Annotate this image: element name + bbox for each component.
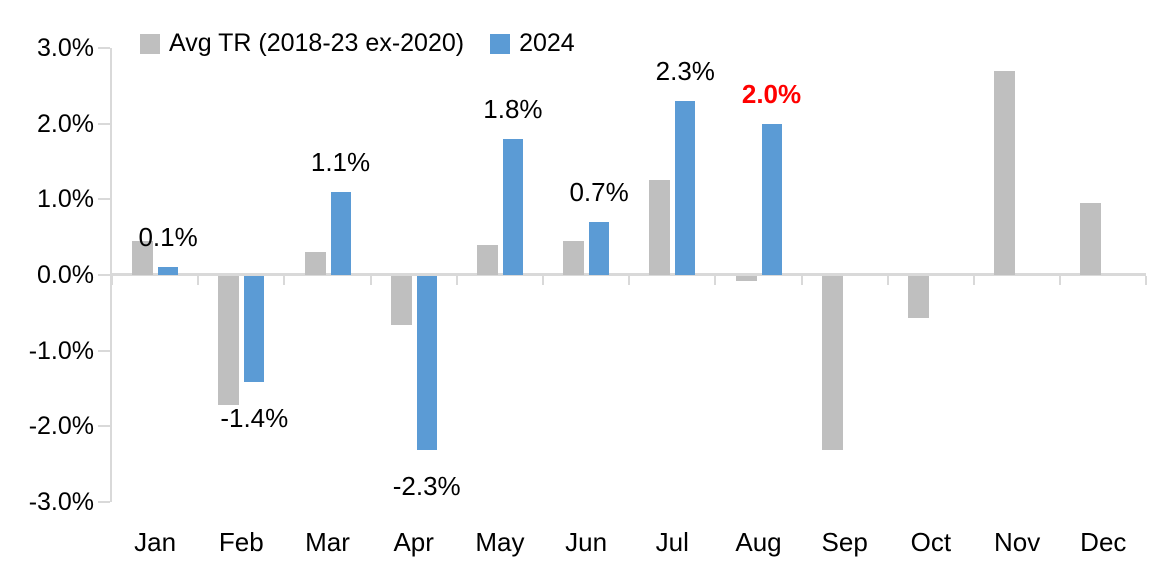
bar-avg-may [476, 244, 498, 275]
x-axis-tick [369, 276, 372, 285]
bar-2024-jun [589, 222, 610, 275]
data-label-aug: 2.0% [741, 78, 802, 109]
x-axis-tick [973, 276, 975, 285]
data-label-may: 1.8% [483, 93, 543, 124]
y-axis-tick [98, 122, 110, 125]
bar-avg-jan [132, 240, 154, 275]
bar-2024-feb [244, 276, 265, 382]
bar-2024-mar [330, 191, 351, 275]
x-axis-tick [1145, 276, 1148, 285]
legend-label-2024: 2024 [519, 29, 575, 57]
bar-avg-jul [649, 180, 671, 275]
x-axis-tick [455, 276, 458, 285]
data-label-jan: 0.1% [138, 222, 198, 253]
bar-avg-nov [994, 70, 1016, 275]
x-tick-label-dec: Dec [1080, 527, 1127, 557]
data-label-mar: 1.1% [310, 146, 371, 177]
bar-avg-mar [304, 252, 326, 275]
y-axis-tick [98, 501, 110, 503]
y-axis-tick [98, 46, 110, 49]
legend-swatch-avg-tr-icon [140, 33, 160, 54]
x-axis-tick [111, 276, 113, 285]
y-tick-label: -3.0% [28, 488, 94, 516]
x-axis-tick [886, 276, 889, 285]
x-tick-label-mar: Mar [305, 527, 350, 557]
y-tick-label: -2.0% [28, 412, 94, 441]
x-axis-tick [628, 276, 631, 285]
y-tick-label: 2.0% [37, 109, 94, 138]
data-label-feb: -1.4% [220, 402, 289, 433]
y-tick-label: 3.0% [37, 33, 94, 62]
x-tick-label-apr: Apr [393, 527, 434, 557]
data-label-jun: 0.7% [569, 177, 629, 208]
x-axis-tick [283, 276, 286, 285]
legend: Avg TR (2018-23 ex-2020) 2024 [140, 31, 575, 56]
bar-avg-sep [821, 276, 843, 451]
x-axis-tick [542, 276, 544, 285]
legend-label-avg-tr: Avg TR (2018-23 ex-2020) [169, 29, 465, 57]
bar-2024-may [502, 138, 523, 275]
y-axis-tick [98, 425, 110, 428]
x-axis-tick [800, 276, 803, 285]
y-tick-label: -1.0% [28, 336, 94, 365]
bar-avg-aug [735, 276, 757, 282]
x-axis-tick [197, 276, 200, 285]
bar-avg-oct [907, 276, 929, 318]
y-axis-tick [98, 274, 110, 276]
y-axis-tick [98, 349, 110, 352]
bar-avg-dec [1080, 203, 1102, 275]
legend-item-2024: 2024 [490, 31, 575, 56]
x-tick-label-may: May [475, 527, 525, 557]
bar-2024-aug [761, 123, 782, 275]
x-tick-label-jan: Jan [134, 527, 177, 557]
data-label-jul: 2.3% [655, 55, 715, 86]
bar-avg-jun [563, 240, 585, 275]
legend-swatch-2024-icon [490, 33, 511, 54]
x-axis-line [110, 273, 1147, 276]
x-axis-tick [714, 276, 717, 285]
data-label-apr: -2.3% [392, 471, 461, 502]
y-tick-label: 1.0% [37, 185, 94, 214]
y-tick-label: 0.0% [37, 261, 94, 289]
x-tick-label-feb: Feb [218, 527, 264, 557]
x-axis-tick [1059, 276, 1062, 285]
legend-item-avg-tr: Avg TR (2018-23 ex-2020) [140, 31, 464, 56]
bar-2024-jul [675, 100, 696, 275]
x-tick-label-sep: Sep [821, 527, 868, 557]
x-tick-label-nov: Nov [993, 527, 1041, 557]
x-tick-label-jun: Jun [565, 527, 608, 557]
bar-2024-apr [416, 276, 437, 451]
x-tick-label-jul: Jul [655, 527, 689, 557]
bar-avg-feb [218, 276, 240, 405]
x-tick-label-oct: Oct [910, 527, 952, 557]
x-tick-label-aug: Aug [735, 527, 782, 557]
y-axis-tick [98, 198, 110, 201]
bar-2024-jan [158, 267, 179, 275]
bar-avg-apr [390, 276, 412, 326]
